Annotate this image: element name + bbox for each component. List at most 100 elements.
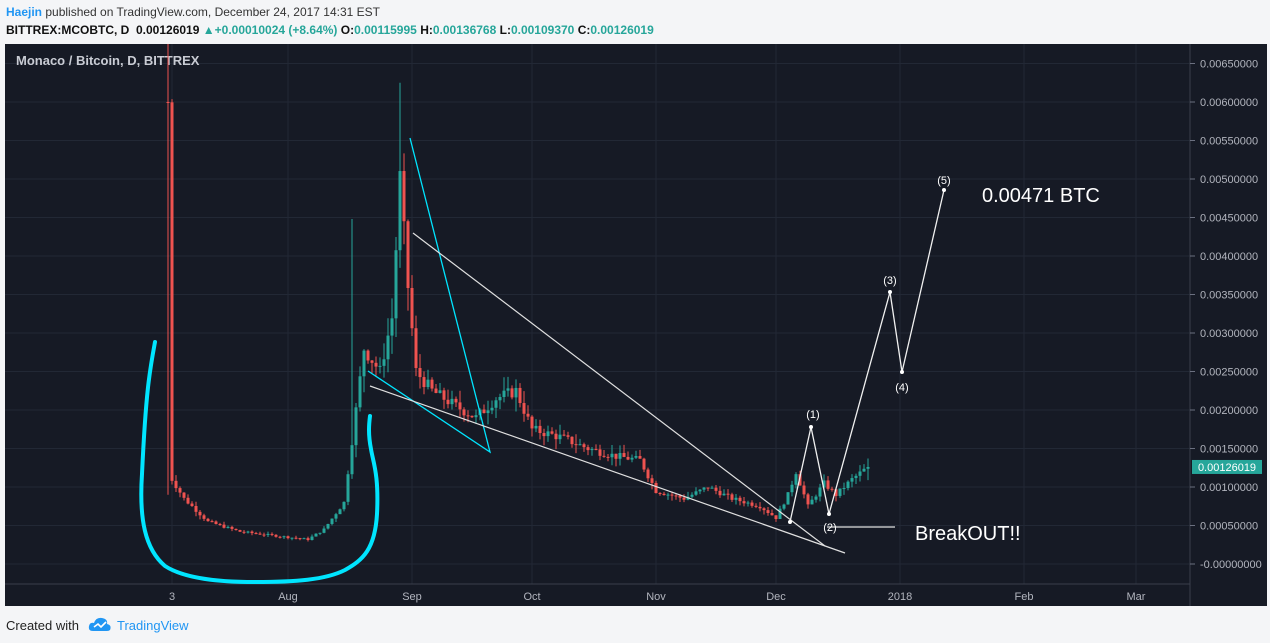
publish-header: Haejin published on TradingView.com, Dec… <box>0 0 1270 44</box>
time-tick-label: Feb <box>1015 591 1034 603</box>
candle-body <box>450 398 454 405</box>
candle-body <box>390 318 394 336</box>
candle-body <box>822 480 826 488</box>
open-label: O: <box>340 23 355 37</box>
candle-body <box>538 425 542 434</box>
lower-trendline <box>369 385 846 554</box>
time-tick-label: Dec <box>766 591 786 603</box>
candle-body <box>198 511 202 516</box>
candle-body <box>834 489 838 496</box>
candle-body <box>474 415 478 418</box>
candle-body <box>286 536 290 539</box>
candle-body <box>422 377 426 388</box>
candle-body <box>598 449 602 456</box>
candle-body <box>742 501 746 504</box>
candle-body <box>634 456 638 458</box>
candle-body <box>482 409 486 414</box>
price-axis[interactable]: 0.00650000 0.00600000 0.00550000 0.00500000… <box>1190 59 1262 572</box>
candle-body <box>234 528 238 531</box>
candle-body <box>838 488 842 496</box>
candle-body <box>202 515 206 519</box>
candle-body <box>786 492 790 505</box>
candle-body <box>698 489 702 492</box>
candle-body <box>782 504 786 509</box>
wave-point <box>827 512 831 516</box>
price-tick-label: 0.00550000 <box>1200 136 1258 148</box>
price-tick-label: 0.00300000 <box>1200 328 1258 340</box>
candle-body <box>290 537 294 539</box>
last-price-tag: 0.00126019 <box>1192 459 1262 474</box>
candle-body <box>566 435 570 437</box>
cyan-rounded-bottom-annotation <box>139 340 380 585</box>
candle-body <box>754 505 758 507</box>
chart-panel[interactable]: Monaco / Bitcoin, D, BITTREX (1) (2) (3) (4… <box>5 40 1267 606</box>
price-tick-label: 0.00500000 <box>1200 174 1258 186</box>
candle-body <box>514 387 518 398</box>
candle-body <box>638 456 642 459</box>
candle-body <box>378 365 382 367</box>
candle-body <box>294 537 298 539</box>
candle-body <box>174 480 178 489</box>
candle-body <box>642 458 646 470</box>
candle-body <box>626 456 630 460</box>
candle-body <box>358 376 362 408</box>
candle-body <box>394 250 398 319</box>
target-price-label: 0.00471 BTC <box>982 185 1100 207</box>
price-tick-label: 0.00650000 <box>1200 59 1258 71</box>
author-link[interactable]: Haejin <box>6 5 43 19</box>
high-value: 0.00136768 <box>432 23 497 37</box>
wave-label: (5) <box>937 175 950 187</box>
candle-body <box>578 444 582 446</box>
price-tick-label: -0.00000000 <box>1200 559 1262 571</box>
price-tick-label: 0.00050000 <box>1200 521 1258 533</box>
time-axis[interactable]: 3 Aug Sep Oct Nov Dec 2018 Feb Mar <box>169 591 1146 603</box>
candle-body <box>610 453 614 458</box>
price-chart[interactable]: Monaco / Bitcoin, D, BITTREX (1) (2) (3) (4… <box>5 40 1267 606</box>
candle-body <box>434 388 438 393</box>
candle-body <box>530 416 534 429</box>
candle-body <box>802 485 806 495</box>
up-arrow-icon: ▲ <box>202 23 215 37</box>
symbol-name: BITTREX:MCOBTC, D <box>6 23 130 37</box>
candle-body <box>270 533 274 535</box>
candle-body <box>726 493 730 495</box>
price-tick-label: 0.00400000 <box>1200 251 1258 263</box>
candle-body <box>502 390 506 398</box>
candle-body <box>810 499 814 505</box>
time-tick-label: Oct <box>523 591 540 603</box>
candle-body <box>470 415 474 418</box>
candle-body <box>618 453 622 459</box>
wave-point <box>788 520 792 524</box>
drawings: (1) (2) (3) (4) (5) 0.00471 BTC BreakOUT!! <box>139 137 1100 585</box>
candle-body <box>402 171 406 222</box>
candle-body <box>370 360 374 363</box>
created-with-text: Created with <box>6 618 79 633</box>
candle-body <box>498 397 502 401</box>
tradingview-link[interactable]: TradingView <box>117 618 189 633</box>
candle-body <box>190 503 194 506</box>
cloud-icon <box>88 617 111 631</box>
candle-body <box>562 434 566 436</box>
candle-body <box>866 466 870 469</box>
candle-body <box>386 335 390 360</box>
candle-body <box>846 481 850 489</box>
candle-body <box>374 362 378 367</box>
candle-body <box>574 444 578 446</box>
candle-body <box>646 469 650 479</box>
candle-body <box>454 398 458 403</box>
candle-body <box>230 526 234 529</box>
close-label: C: <box>577 23 591 37</box>
candle-body <box>250 531 254 534</box>
candle-body <box>182 492 186 498</box>
wave-label: (4) <box>895 382 908 394</box>
candle-body <box>330 518 334 524</box>
candle-body <box>442 390 446 400</box>
candle-body <box>594 449 598 451</box>
low-value: 0.00109370 <box>510 23 575 37</box>
candle-body <box>614 453 618 459</box>
candle-body <box>346 474 350 502</box>
candle-body <box>710 487 714 489</box>
wave-label: (3) <box>883 275 896 287</box>
low-label: L: <box>499 23 511 37</box>
candle-body <box>310 536 314 540</box>
